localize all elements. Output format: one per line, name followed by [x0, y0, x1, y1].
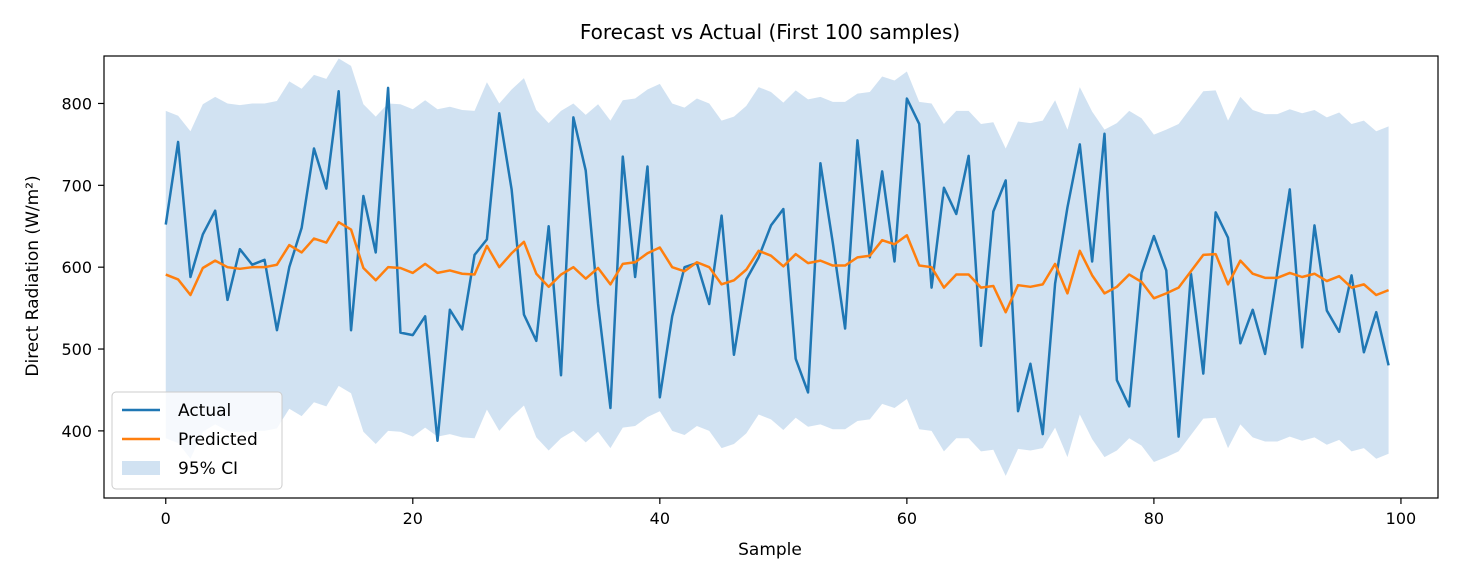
legend-label-predicted: Predicted [178, 430, 258, 450]
legend-label-ci: 95% CI [178, 459, 238, 479]
x-tick-label: 80 [1144, 509, 1164, 528]
y-tick-label: 400 [61, 422, 92, 441]
legend-label-actual: Actual [178, 401, 231, 421]
x-axis-label: Sample [738, 540, 802, 560]
x-tick-label: 20 [403, 509, 423, 528]
y-axis-label: Direct Radiation (W/m²) [23, 175, 43, 376]
x-tick-label: 0 [161, 509, 171, 528]
series-line-predicted [165, 220, 1390, 314]
y-axis: 400 500 600 700 800 [61, 94, 104, 441]
series-line-actual [164, 86, 1390, 442]
chart-title: Forecast vs Actual (First 100 samples) [580, 20, 960, 44]
x-axis: 0 20 40 60 80 100 [161, 498, 1417, 528]
legend: Actual Predicted 95% CI [111, 391, 283, 490]
y-tick-label: 700 [61, 176, 92, 195]
plot-area [164, 58, 1390, 476]
x-tick-label: 40 [650, 509, 670, 528]
legend-swatch-ci [122, 461, 160, 475]
x-tick-label: 60 [897, 509, 917, 528]
y-tick-label: 800 [61, 94, 92, 113]
plot-frame [103, 55, 1439, 499]
x-tick-label: 100 [1386, 509, 1417, 528]
y-tick-label: 500 [61, 340, 92, 359]
y-tick-label: 600 [61, 258, 92, 277]
